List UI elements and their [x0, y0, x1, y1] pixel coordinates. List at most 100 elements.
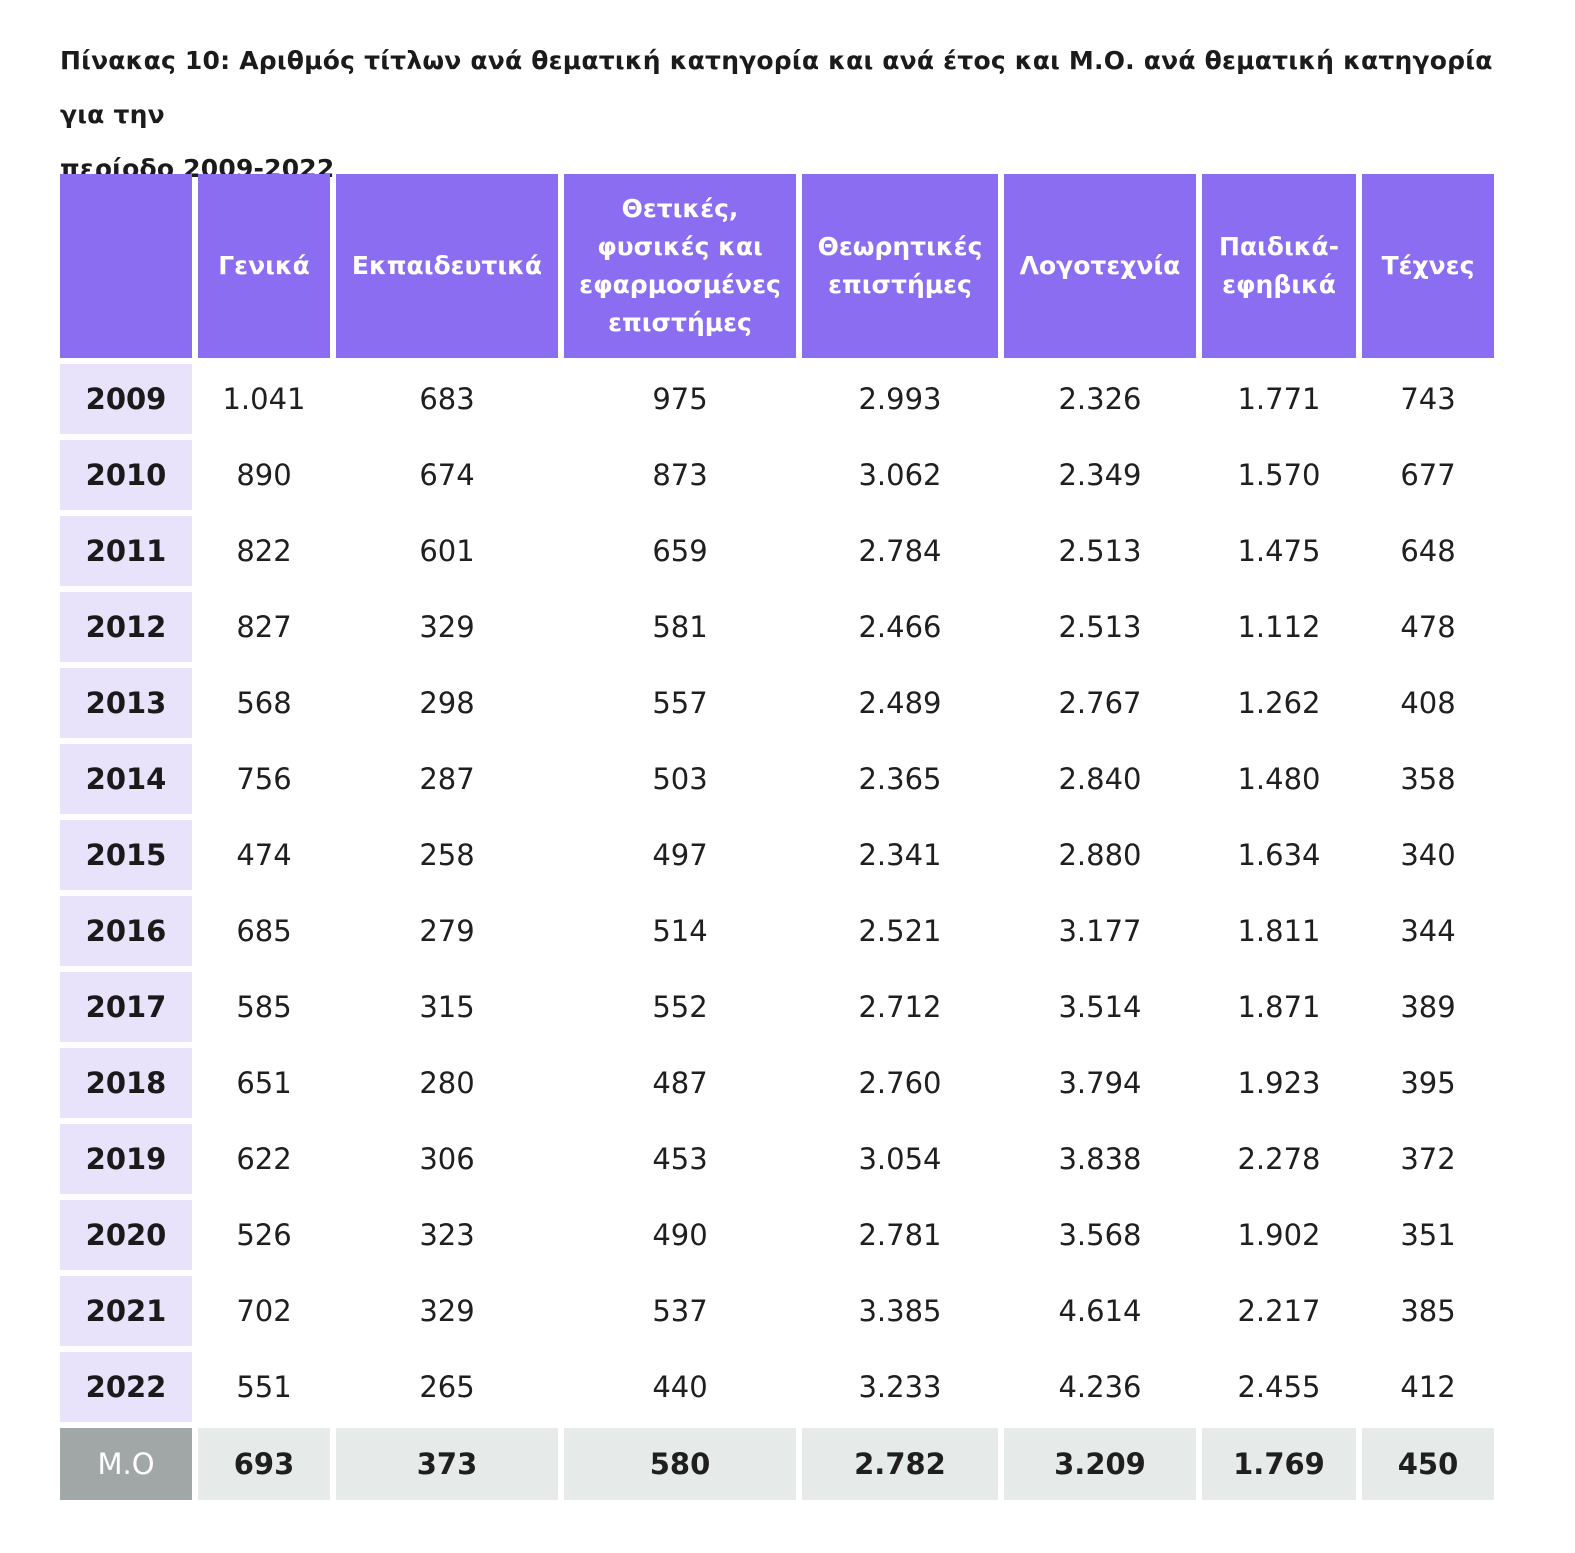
cell-applied-sciences: 659: [652, 534, 708, 568]
cell-literature: 2.513: [1058, 534, 1142, 568]
row-year-cell: 2014: [60, 744, 192, 814]
table-row: 2016 685 279 514 2.521 3.177 1.811 344: [60, 896, 1494, 966]
cell-educational: 683: [419, 382, 475, 416]
cell-children-teen: 1.570: [1237, 458, 1321, 492]
cell-arts: 743: [1400, 382, 1456, 416]
cell-arts: 412: [1400, 1370, 1456, 1404]
table-row: 2009 1.041 683 975 2.993 2.326 1.771 743: [60, 364, 1494, 434]
cell-general: 890: [236, 458, 292, 492]
cell-educational: 265: [419, 1370, 475, 1404]
cell-literature: 2.880: [1058, 838, 1142, 872]
cell-arts: 395: [1400, 1066, 1456, 1100]
table-row: 2012 827 329 581 2.466 2.513 1.112 478: [60, 592, 1494, 662]
cell-arts: 389: [1400, 990, 1456, 1024]
table-body: 2009 1.041 683 975 2.993 2.326 1.771 743 2010 890…: [60, 364, 1494, 1500]
table-row: 2010 890 674 873 3.062 2.349 1.570 677: [60, 440, 1494, 510]
header-general: Γενικά: [198, 174, 330, 358]
cell-literature: 2.326: [1058, 382, 1142, 416]
table-row: 2017 585 315 552 2.712 3.514 1.871 389: [60, 972, 1494, 1042]
cell-general: 585: [236, 990, 292, 1024]
average-children-teen: 1.769: [1202, 1428, 1356, 1500]
cell-children-teen: 1.811: [1237, 914, 1321, 948]
cell-children-teen: 1.902: [1237, 1218, 1321, 1252]
cell-arts: 372: [1400, 1142, 1456, 1176]
cell-theoretical-sciences: 2.521: [858, 914, 942, 948]
table-header: Γενικά Εκπαιδευτικά Θετικές, φυσικές και…: [60, 174, 1494, 358]
header-year-corner: [60, 174, 192, 358]
cell-arts: 351: [1400, 1218, 1456, 1252]
cell-educational: 280: [419, 1066, 475, 1100]
cell-applied-sciences: 453: [652, 1142, 708, 1176]
table-row: 2022 551 265 440 3.233 4.236 2.455 412: [60, 1352, 1494, 1422]
average-row: Μ.Ο 693 373 580 2.782 3.209 1.769 450: [60, 1428, 1494, 1500]
cell-educational: 323: [419, 1218, 475, 1252]
cell-theoretical-sciences: 2.760: [858, 1066, 942, 1100]
cell-arts: 358: [1400, 762, 1456, 796]
cell-theoretical-sciences: 2.489: [858, 686, 942, 720]
cell-theoretical-sciences: 2.784: [858, 534, 942, 568]
cell-arts: 677: [1400, 458, 1456, 492]
cell-general: 685: [236, 914, 292, 948]
cell-applied-sciences: 552: [652, 990, 708, 1024]
row-year-cell: 2022: [60, 1352, 192, 1422]
cell-children-teen: 1.634: [1237, 838, 1321, 872]
cell-literature: 4.236: [1058, 1370, 1142, 1404]
cell-theoretical-sciences: 2.466: [858, 610, 942, 644]
row-year-cell: 2009: [60, 364, 192, 434]
cell-educational: 306: [419, 1142, 475, 1176]
table-row: 2018 651 280 487 2.760 3.794 1.923 395: [60, 1048, 1494, 1118]
cell-theoretical-sciences: 3.233: [858, 1370, 942, 1404]
header-literature: Λογοτεχνία: [1004, 174, 1196, 358]
row-year-cell: 2020: [60, 1200, 192, 1270]
cell-theoretical-sciences: 2.365: [858, 762, 942, 796]
cell-educational: 279: [419, 914, 475, 948]
cell-general: 827: [236, 610, 292, 644]
cell-general: 622: [236, 1142, 292, 1176]
table-row: 2014 756 287 503 2.365 2.840 1.480 358: [60, 744, 1494, 814]
row-year-cell: 2021: [60, 1276, 192, 1346]
cell-educational: 287: [419, 762, 475, 796]
cell-theoretical-sciences: 2.712: [858, 990, 942, 1024]
row-year-cell: 2010: [60, 440, 192, 510]
cell-arts: 648: [1400, 534, 1456, 568]
row-year-cell: 2018: [60, 1048, 192, 1118]
table-row: 2019 622 306 453 3.054 3.838 2.278 372: [60, 1124, 1494, 1194]
cell-literature: 2.767: [1058, 686, 1142, 720]
cell-general: 474: [236, 838, 292, 872]
cell-theoretical-sciences: 3.385: [858, 1294, 942, 1328]
cell-children-teen: 2.455: [1237, 1370, 1321, 1404]
cell-children-teen: 1.771: [1237, 382, 1321, 416]
cell-applied-sciences: 581: [652, 610, 708, 644]
cell-children-teen: 2.217: [1237, 1294, 1321, 1328]
row-year-cell: 2017: [60, 972, 192, 1042]
row-year-cell: 2019: [60, 1124, 192, 1194]
cell-literature: 2.513: [1058, 610, 1142, 644]
cell-arts: 408: [1400, 686, 1456, 720]
table-row: 2015 474 258 497 2.341 2.880 1.634 340: [60, 820, 1494, 890]
table-row: 2020 526 323 490 2.781 3.568 1.902 351: [60, 1200, 1494, 1270]
table-caption: Πίνακας 10: Αριθμός τίτλων ανά θεματική …: [60, 34, 1530, 196]
header-applied-sciences: Θετικές, φυσικές και εφαρμοσμένες επιστή…: [564, 174, 796, 358]
header-children-teen: Παιδικά-εφηβικά: [1202, 174, 1356, 358]
cell-applied-sciences: 873: [652, 458, 708, 492]
cell-literature: 2.349: [1058, 458, 1142, 492]
header-theoretical-sciences: Θεωρητικές επιστήμες: [802, 174, 998, 358]
cell-general: 526: [236, 1218, 292, 1252]
average-literature: 3.209: [1004, 1428, 1196, 1500]
row-year-cell: 2011: [60, 516, 192, 586]
header-row: Γενικά Εκπαιδευτικά Θετικές, φυσικές και…: [60, 174, 1494, 358]
cell-literature: 3.568: [1058, 1218, 1142, 1252]
cell-literature: 3.514: [1058, 990, 1142, 1024]
row-year-cell: 2012: [60, 592, 192, 662]
cell-theoretical-sciences: 3.062: [858, 458, 942, 492]
average-label-cell: Μ.Ο: [60, 1428, 192, 1500]
cell-literature: 3.838: [1058, 1142, 1142, 1176]
cell-applied-sciences: 497: [652, 838, 708, 872]
cell-applied-sciences: 440: [652, 1370, 708, 1404]
cell-arts: 340: [1400, 838, 1456, 872]
cell-arts: 344: [1400, 914, 1456, 948]
average-applied-sciences: 580: [564, 1428, 796, 1500]
cell-literature: 3.794: [1058, 1066, 1142, 1100]
cell-theoretical-sciences: 2.341: [858, 838, 942, 872]
average-theoretical-sciences: 2.782: [802, 1428, 998, 1500]
